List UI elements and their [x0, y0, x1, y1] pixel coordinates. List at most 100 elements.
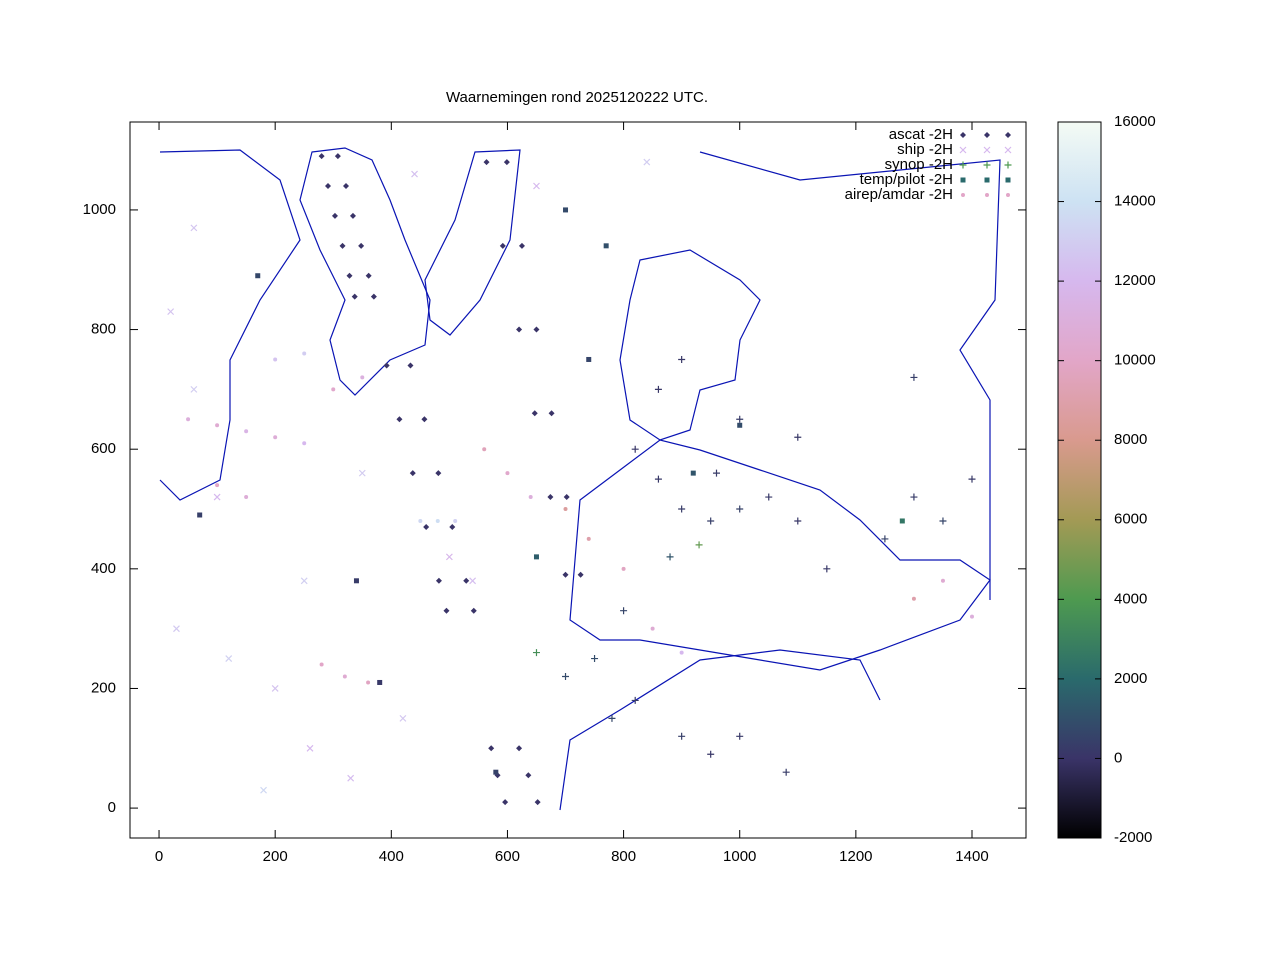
- synop-point: [736, 415, 744, 423]
- ascat-point: [531, 410, 538, 417]
- synop-point: [666, 553, 674, 561]
- legend-symbol: [1004, 161, 1012, 169]
- ascat-point: [325, 183, 332, 190]
- ascat-point: [334, 153, 341, 160]
- synop-point: [678, 355, 686, 363]
- ascat-point: [525, 772, 532, 779]
- ship-point: [300, 577, 308, 585]
- airep-point: [453, 518, 458, 523]
- temp-point: [197, 512, 203, 518]
- ship-point: [469, 577, 477, 585]
- ship-point: [358, 469, 366, 477]
- temp-point: [353, 578, 359, 584]
- synop-point: [654, 385, 662, 393]
- airep-point: [215, 423, 220, 428]
- synop-point: [591, 655, 599, 663]
- synop-point: [608, 714, 616, 722]
- ascat-point: [534, 799, 541, 806]
- airep-point: [418, 518, 423, 523]
- airep-point: [679, 650, 684, 655]
- airep-point: [528, 495, 533, 500]
- legend-symbol: [1006, 193, 1010, 197]
- synop-point: [765, 493, 773, 501]
- synop-point: [968, 475, 976, 483]
- ascat-point: [547, 494, 554, 501]
- ascat-point: [365, 272, 372, 279]
- colorbar-label: -2000: [1114, 829, 1152, 846]
- ascat-point: [396, 416, 403, 423]
- ascat-point: [331, 212, 338, 219]
- legend-label: synop -2H: [885, 156, 953, 173]
- synop-point: [631, 445, 639, 453]
- temp-point: [493, 769, 499, 775]
- legend-symbol: [960, 132, 966, 138]
- synop-point: [881, 535, 889, 543]
- colorbar-label: 10000: [1114, 352, 1156, 369]
- airep-point: [940, 578, 945, 583]
- ascat-point: [533, 326, 540, 333]
- legend-symbol: [959, 161, 967, 169]
- ascat-point: [370, 293, 377, 300]
- colorbar-label: 12000: [1114, 272, 1156, 289]
- ascat-point: [423, 523, 430, 530]
- airep-point: [244, 429, 249, 434]
- legend-symbol: [960, 177, 966, 183]
- legend-symbol: [1005, 177, 1011, 183]
- ship-point: [167, 308, 175, 316]
- ascat-point: [421, 416, 428, 423]
- plot-frame: [129, 121, 1027, 839]
- ship-point: [225, 655, 233, 662]
- colorbar-label: 8000: [1114, 431, 1147, 448]
- colorbar: [1057, 121, 1102, 839]
- temp-point: [533, 554, 539, 560]
- ship-point: [411, 170, 418, 178]
- ascat-point: [435, 470, 442, 477]
- synop-point: [562, 672, 570, 680]
- ascat-point: [349, 212, 356, 219]
- temp-point: [603, 243, 609, 249]
- legend-symbol: [983, 161, 991, 169]
- ship-point: [533, 182, 540, 190]
- airep-point: [331, 387, 336, 392]
- airep-point: [969, 614, 974, 619]
- airep-point: [435, 518, 440, 523]
- ascat-point: [483, 159, 490, 166]
- legend-symbol: [1005, 132, 1011, 138]
- airep-point: [482, 447, 487, 452]
- airep-point: [273, 357, 278, 362]
- legend-symbol: [984, 177, 990, 183]
- synop-point: [939, 517, 947, 525]
- x-tick-label: 400: [379, 848, 404, 865]
- ship-point: [213, 493, 221, 501]
- synop-point: [695, 541, 703, 549]
- synop-point: [678, 505, 686, 513]
- ship-point: [306, 744, 314, 752]
- synop-point: [532, 649, 540, 657]
- airep-point: [650, 626, 655, 631]
- temp-point: [563, 207, 569, 213]
- ascat-point: [470, 607, 477, 614]
- temp-point: [737, 422, 743, 428]
- legend-symbol: [959, 146, 967, 154]
- ascat-point: [449, 523, 456, 530]
- legend-label: ascat -2H: [889, 126, 953, 143]
- colorbar-label: 16000: [1114, 113, 1156, 130]
- ascat-point: [435, 577, 442, 584]
- ascat-point: [343, 183, 350, 190]
- synop-point: [712, 469, 720, 477]
- legend-symbol: [984, 132, 990, 138]
- synop-point: [707, 750, 715, 758]
- airep-point: [319, 662, 324, 667]
- synop-point: [794, 517, 802, 525]
- ascat-point: [502, 799, 509, 806]
- x-tick-label: 600: [495, 848, 520, 865]
- synop-point: [678, 732, 686, 740]
- ascat-point: [488, 745, 495, 752]
- airep-point: [586, 536, 591, 541]
- x-tick-label: 1200: [839, 848, 872, 865]
- ascat-point: [409, 470, 416, 477]
- colorbar-label: 4000: [1114, 590, 1147, 607]
- airep-point: [302, 441, 307, 446]
- synop-point: [794, 433, 802, 441]
